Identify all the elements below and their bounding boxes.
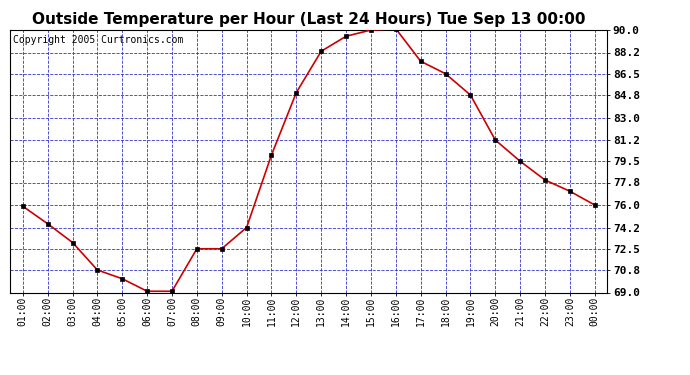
Title: Outside Temperature per Hour (Last 24 Hours) Tue Sep 13 00:00: Outside Temperature per Hour (Last 24 Ho…: [32, 12, 586, 27]
Text: Copyright 2005 Curtronics.com: Copyright 2005 Curtronics.com: [13, 35, 184, 45]
